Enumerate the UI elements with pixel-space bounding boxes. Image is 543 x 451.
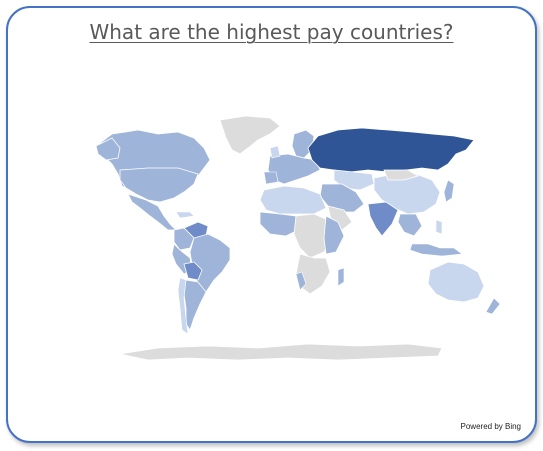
map-region-madagascar[interactable] (337, 267, 345, 287)
bing-credit: Powered by Bing (460, 422, 521, 431)
map-region-southeast-asia[interactable] (397, 213, 423, 237)
map-region-new-zealand[interactable] (485, 297, 501, 315)
world-map (95, 115, 501, 361)
map-region-antarctica[interactable] (119, 343, 443, 361)
map-region-indonesia[interactable] (409, 243, 463, 257)
map-region-japan[interactable] (443, 179, 455, 203)
map-region-north-africa[interactable] (259, 185, 327, 215)
map-region-west-africa[interactable] (259, 211, 299, 237)
map-region-philippines[interactable] (435, 219, 443, 235)
map-region-mexico[interactable] (127, 193, 177, 231)
map-region-bolivia[interactable] (183, 261, 203, 281)
map-region-colombia[interactable] (173, 227, 195, 251)
map-region-greenland[interactable] (219, 115, 281, 155)
map-region-east-africa[interactable] (323, 215, 345, 255)
map-region-chile[interactable] (177, 277, 189, 335)
map-region-namibia[interactable] (295, 271, 307, 291)
map-region-alaska[interactable] (95, 137, 121, 161)
chart-title: What are the highest pay countries? (89, 20, 454, 44)
map-region-mongolia[interactable] (383, 169, 419, 181)
map-region-russia[interactable] (307, 127, 475, 173)
map-region-uk[interactable] (269, 145, 281, 159)
map-region-caribbean[interactable] (175, 211, 195, 219)
map-region-iberia[interactable] (263, 171, 279, 185)
map-region-scandinavia[interactable] (291, 129, 315, 159)
map-region-usa[interactable] (119, 167, 199, 203)
map-region-india[interactable] (367, 201, 399, 237)
map-region-australia[interactable] (427, 261, 485, 303)
map-region-central-africa[interactable] (293, 213, 333, 259)
map-region-argentina[interactable] (183, 279, 207, 331)
chart-frame: What are the highest pay countries? (6, 6, 537, 443)
